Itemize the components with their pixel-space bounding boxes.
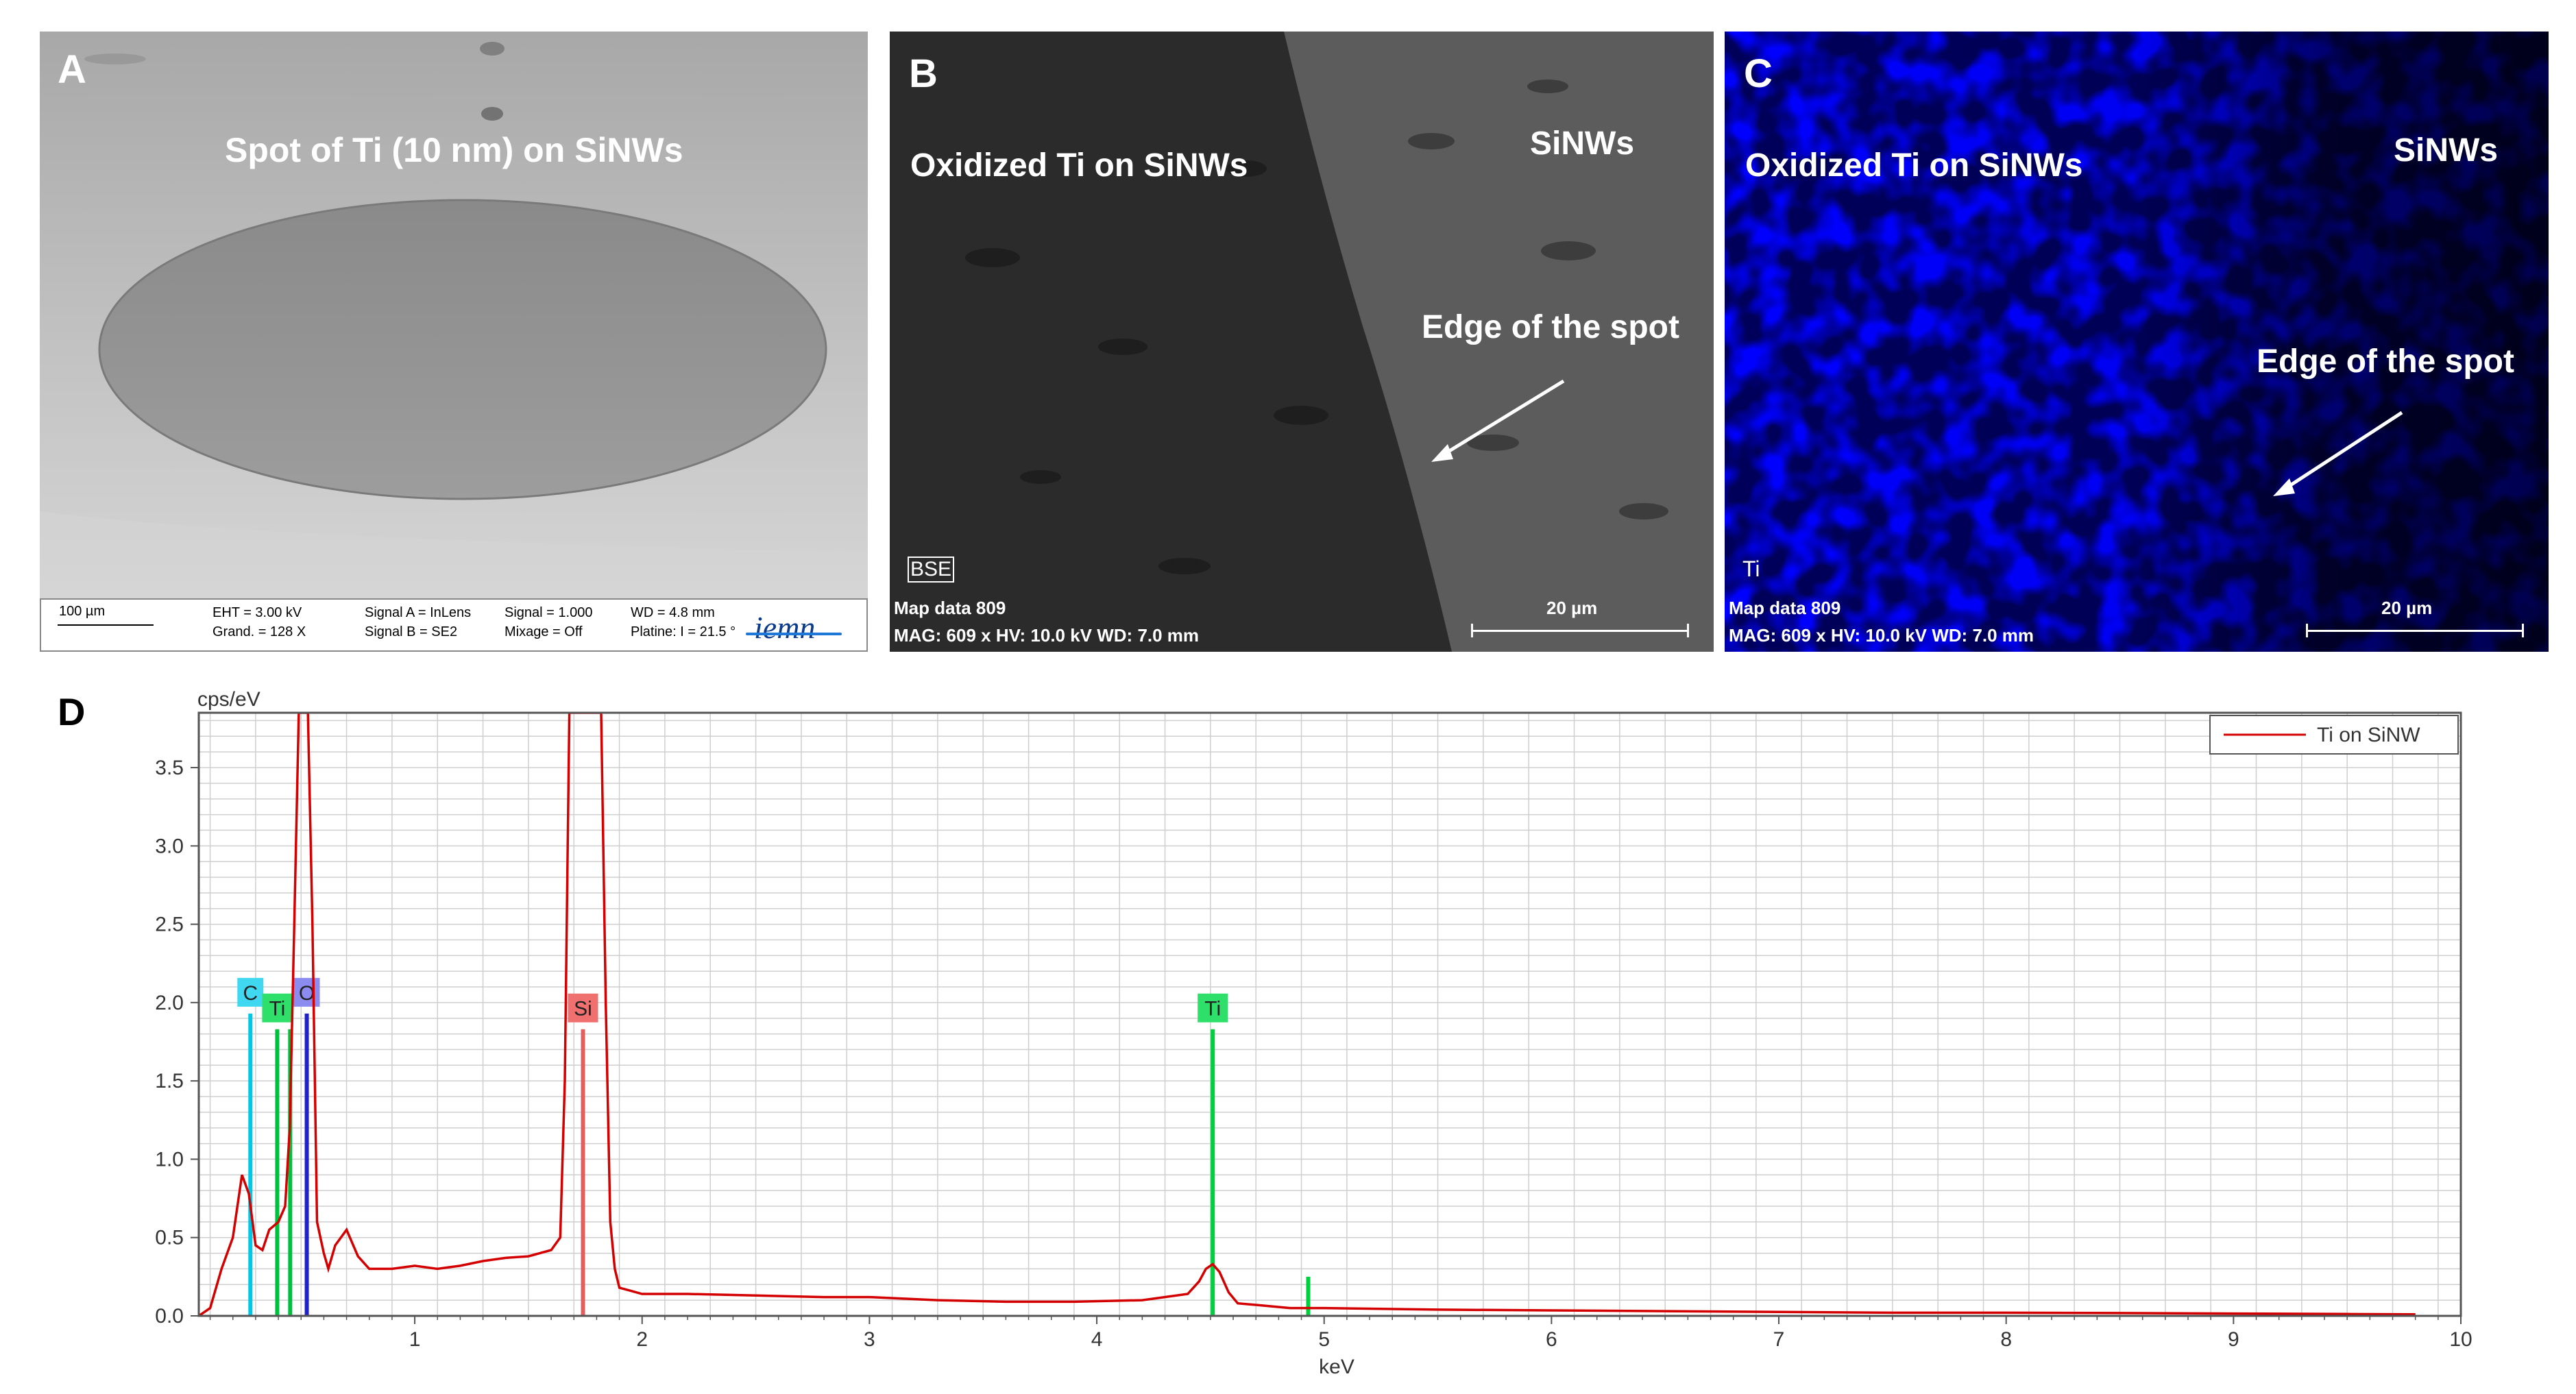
x-tick-label: 5 — [1318, 1328, 1330, 1351]
sinws-label-b: SiNWs — [1530, 125, 1635, 162]
scale-label-c: 20 µm — [2381, 598, 2433, 618]
iemn-logo-swoosh — [746, 633, 842, 635]
y-tick-label: 0.5 — [155, 1227, 184, 1249]
x-tick-label: 6 — [1546, 1328, 1557, 1351]
signal-b-value: Signal B = SE2 — [365, 624, 458, 639]
element-tag-label: Si — [574, 998, 592, 1020]
element-tag — [262, 993, 293, 1023]
x-tick-label: 10 — [2449, 1328, 2472, 1351]
edge-label-b: Edge of the spot — [1422, 309, 1679, 345]
bse-image-b — [890, 32, 1714, 652]
edge-arrow-b — [1437, 379, 1565, 460]
element-tag — [1198, 993, 1228, 1023]
eht-value: EHT = 3.00 kV — [212, 605, 302, 620]
sem-image-a — [40, 32, 868, 652]
map-data-b: Map data 809 — [894, 598, 1006, 618]
panel-a-caption: Spot of Ti (10 nm) on SiNWs — [225, 131, 683, 169]
scale-line-a — [58, 624, 154, 626]
series-line — [199, 713, 2416, 1316]
element-tag-label: C — [243, 982, 258, 1005]
ti-tag: Ti — [1742, 557, 1760, 581]
iemn-logo: iemn — [754, 610, 816, 645]
element-tag-label: Ti — [1204, 998, 1221, 1020]
y-tick-label: 3.5 — [155, 757, 184, 779]
ti-spot — [98, 199, 827, 500]
eds-map-panel-c: C Oxidized Ti on SiNWs SiNWs Edge of the… — [1725, 32, 2549, 652]
oxidized-ti-label-b: Oxidized Ti on SiNWs — [910, 147, 1248, 184]
mixage-value: Mixage = Off — [505, 624, 583, 639]
y-tick-label: 0.0 — [155, 1305, 184, 1328]
legend: Ti on SiNW — [2209, 715, 2459, 755]
x-tick-label: 3 — [864, 1328, 875, 1351]
sem-panel-b: B Oxidized Ti on SiNWs SiNWs Edge of the… — [890, 32, 1714, 652]
y-tick-label: 1.5 — [155, 1070, 184, 1092]
element-tag-label: O — [299, 982, 315, 1005]
x-tick-label: 2 — [636, 1328, 648, 1351]
grand-value: Grand. = 128 X — [212, 624, 306, 639]
x-tick-label: 4 — [1091, 1328, 1103, 1351]
panel-letter-b: B — [909, 51, 938, 96]
scale-label-b: 20 µm — [1546, 598, 1598, 618]
panel-letter-a: A — [58, 47, 86, 92]
element-tag — [293, 977, 320, 1007]
panel-letter-d: D — [58, 690, 86, 733]
element-tag-label: Ti — [269, 998, 285, 1020]
sinws-label-c: SiNWs — [2394, 132, 2499, 169]
element-tag — [237, 977, 264, 1007]
x-tick-label: 9 — [2228, 1328, 2239, 1351]
edge-label-c: Edge of the spot — [2257, 343, 2514, 380]
scale-bar-b — [1471, 630, 1689, 632]
x-tick-label: 1 — [409, 1328, 421, 1351]
signal-value: Signal = 1.000 — [505, 605, 593, 620]
sem-info-bar: 100 µm EHT = 3.00 kV Grand. = 128 X Sign… — [40, 598, 868, 652]
sem-panel-a: A Spot of Ti (10 nm) on SiNWs 100 µm EHT… — [40, 32, 868, 652]
x-tick-label: 7 — [1773, 1328, 1785, 1351]
x-tick-label: 8 — [2000, 1328, 2012, 1351]
signal-a-value: Signal A = InLens — [365, 605, 472, 620]
legend-entry: Ti on SiNW — [2317, 724, 2420, 746]
y-tick-label: 2.5 — [155, 914, 184, 936]
edge-arrow-c — [2279, 411, 2403, 494]
scale-bar-c — [2306, 630, 2524, 632]
oxidized-ti-label-c: Oxidized Ti on SiNWs — [1745, 147, 2083, 184]
mag-info-c: MAG: 609 x HV: 10.0 kV WD: 7.0 mm — [1729, 625, 2034, 646]
y-tick-label: 2.0 — [155, 992, 184, 1014]
mag-info-b: MAG: 609 x HV: 10.0 kV WD: 7.0 mm — [894, 625, 1200, 646]
scale-label-a: 100 µm — [59, 604, 106, 619]
y-tick-label: 1.0 — [155, 1148, 184, 1171]
platine-value: Platine: I = 21.5 ° — [631, 624, 736, 639]
wd-value: WD = 4.8 mm — [631, 605, 715, 620]
element-tag — [568, 993, 598, 1023]
map-data-c: Map data 809 — [1729, 598, 1841, 618]
x-axis-label: keV — [1319, 1356, 1354, 1378]
plot-frame — [197, 711, 2462, 1317]
ti-map-image-c — [1725, 32, 2549, 652]
y-axis-label: cps/eV — [197, 688, 260, 711]
bse-tag: BSE — [908, 557, 955, 583]
y-tick-label: 3.0 — [155, 835, 184, 857]
panel-letter-c: C — [1744, 51, 1773, 96]
